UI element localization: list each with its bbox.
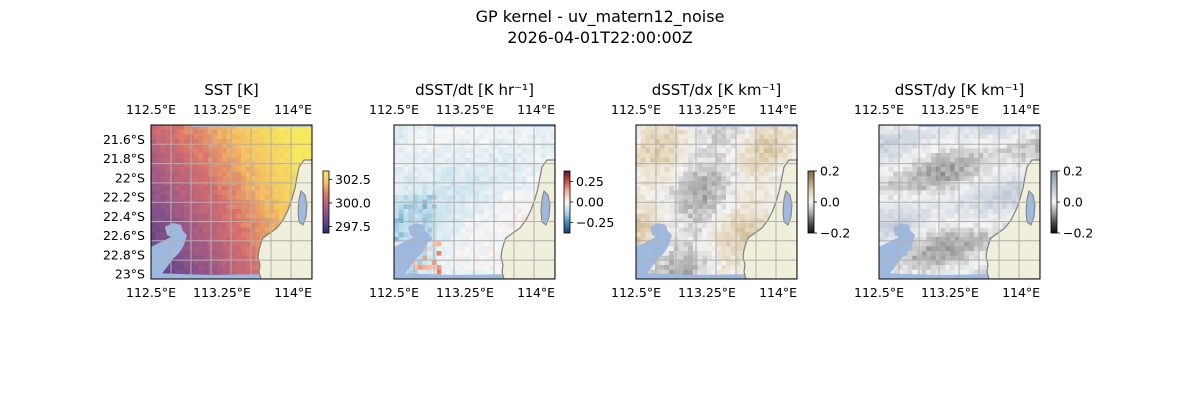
panel-1-inlet xyxy=(297,190,308,226)
panel-3-colorbar-tick-3: −0.2 xyxy=(820,226,850,241)
panel-3-title: dSST/dx [K km⁻¹] xyxy=(652,81,782,99)
panel-2-xtick-top-1: 112.5°E xyxy=(369,102,419,117)
panel-3-inlet xyxy=(782,190,793,226)
panel-2-gridlines xyxy=(394,125,555,279)
panel-1-ytick-4: 22.2°S xyxy=(103,190,145,205)
panel-2-ocean-mask-2 xyxy=(408,223,426,239)
panel-1-xtick-top-3: 114°E xyxy=(274,102,312,117)
panel-3-xtick-top-1: 112.5°E xyxy=(611,102,661,117)
panel-4-xtick-bottom-3: 114°E xyxy=(1002,285,1040,300)
panel-1-xtick-bottom-1: 112.5°E xyxy=(126,285,176,300)
panel-2-xtick-bottom-1: 112.5°E xyxy=(369,285,419,300)
panel-1-ytick-2: 21.8°S xyxy=(103,151,145,166)
panel-3-xtick-top-2: 113.25°E xyxy=(678,102,736,117)
panel-2-inlet xyxy=(540,190,551,226)
panel-4-inlet xyxy=(1025,190,1036,226)
panel-4-xtick-top-3: 114°E xyxy=(1002,102,1040,117)
panel-3-colorbar-tick-1: 0.2 xyxy=(820,164,840,179)
panel-3-xtick-bottom-2: 113.25°E xyxy=(678,285,736,300)
panel-2-ocean-mask-1 xyxy=(394,229,430,279)
panel-1-ytick-8: 23°S xyxy=(115,267,145,282)
panel-1-ytick-5: 22.4°S xyxy=(103,209,145,224)
panel-1-xtick-top-1: 112.5°E xyxy=(126,102,176,117)
panel-3-gridlines xyxy=(636,125,797,279)
panel-1-xtick-bottom-2: 113.25°E xyxy=(193,285,251,300)
panel-2-colorbar-tick-1: 0.25 xyxy=(576,174,604,189)
panel-1-ocean-mask-1 xyxy=(151,229,187,279)
panel-2-colorbar: 0.25 0.00 −0.25 xyxy=(563,170,614,234)
panel-4-title: dSST/dy [K km⁻¹] xyxy=(895,81,1025,99)
panel-2-frame xyxy=(393,124,556,280)
panel-1-colorbar-tick-3: 297.5 xyxy=(335,219,371,234)
panel-1-frame xyxy=(150,124,313,280)
panel-1-ytick-7: 22.8°S xyxy=(103,247,145,262)
panel-4-colorbar-tick-3: −0.2 xyxy=(1063,226,1093,241)
panel-3: dSST/dx [K km⁻¹] 112.5°E 112.5°E 113.25°E 11… xyxy=(611,81,850,300)
panel-1-gridlines xyxy=(151,125,312,279)
panel-3-ocean-mask-1 xyxy=(636,229,672,279)
panel-1-colorbar-tick-1: 302.5 xyxy=(335,172,371,187)
panel-1-ytick-3: 22°S xyxy=(115,170,145,185)
panel-3-xtick-bottom-3: 114°E xyxy=(759,285,797,300)
panel-3-frame xyxy=(635,124,798,280)
panel-3-ocean-mask-2 xyxy=(650,223,668,239)
panel-1-ytick-1: 21.6°S xyxy=(103,132,145,147)
panel-1-title: SST [K] xyxy=(204,81,259,99)
panel-2-title: dSST/dt [K hr⁻¹] xyxy=(415,81,534,99)
panel-4-frame xyxy=(878,124,1041,280)
panel-2-colorbar-tick-2: 0.00 xyxy=(576,195,604,210)
panel-4-colorbar-tick-1: 0.2 xyxy=(1063,164,1083,179)
panel-4-xtick-top-1: 112.5°E xyxy=(854,102,904,117)
panel-4-colorbar-tick-2: 0.0 xyxy=(1063,195,1083,210)
panel-3-xtick-bottom-1: 112.5°E xyxy=(611,285,661,300)
panel-1: SST [K] 112.5°E 112.5°E 113.25°E 113.25°E 114… xyxy=(103,81,371,300)
panel-2: dSST/dt [K hr⁻¹] 112.5°E 112.5°E 113.25°E 11… xyxy=(369,81,614,300)
panel-4: dSST/dy [K km⁻¹] 112.5°E 112.5°E 113.25°E 11… xyxy=(854,81,1093,300)
panel-3-xtick-top-3: 114°E xyxy=(759,102,797,117)
panel-1-colorbar: 302.5 300.0 297.5 xyxy=(322,170,371,234)
panel-2-xtick-bottom-2: 113.25°E xyxy=(436,285,494,300)
panel-4-ocean-mask-2 xyxy=(893,223,911,239)
panel-2-xtick-bottom-3: 114°E xyxy=(517,285,555,300)
panel-3-colorbar-tick-2: 0.0 xyxy=(820,195,840,210)
panel-2-xtick-top-2: 113.25°E xyxy=(436,102,494,117)
panel-1-colorbar-tick-2: 300.0 xyxy=(335,195,371,210)
panel-1-xtick-bottom-3: 114°E xyxy=(274,285,312,300)
panel-4-colorbar: 0.2 0.0 −0.2 xyxy=(1050,164,1093,241)
panel-4-gridlines xyxy=(879,125,1040,279)
panel-4-xtick-bottom-2: 113.25°E xyxy=(921,285,979,300)
panel-2-xtick-top-3: 114°E xyxy=(517,102,555,117)
panel-1-xtick-top-2: 113.25°E xyxy=(193,102,251,117)
panel-1-ytick-6: 22.6°S xyxy=(103,228,145,243)
panel-1-ocean-mask-2 xyxy=(165,223,183,239)
panel-4-xtick-top-2: 113.25°E xyxy=(921,102,979,117)
panel-4-xtick-bottom-1: 112.5°E xyxy=(854,285,904,300)
panels: SST [K] 112.5°E 112.5°E 113.25°E 113.25°E 114… xyxy=(103,81,1093,300)
panel-2-colorbar-tick-3: −0.25 xyxy=(576,215,614,230)
panel-3-colorbar: 0.2 0.0 −0.2 xyxy=(807,164,850,241)
panel-3-heatmap xyxy=(636,125,797,279)
figure-title: GP kernel - uv_matern12_noise xyxy=(476,7,725,27)
figure-timestamp: 2026-04-01T22:00:00Z xyxy=(507,28,693,47)
panel-4-ocean-mask-1 xyxy=(879,229,915,279)
